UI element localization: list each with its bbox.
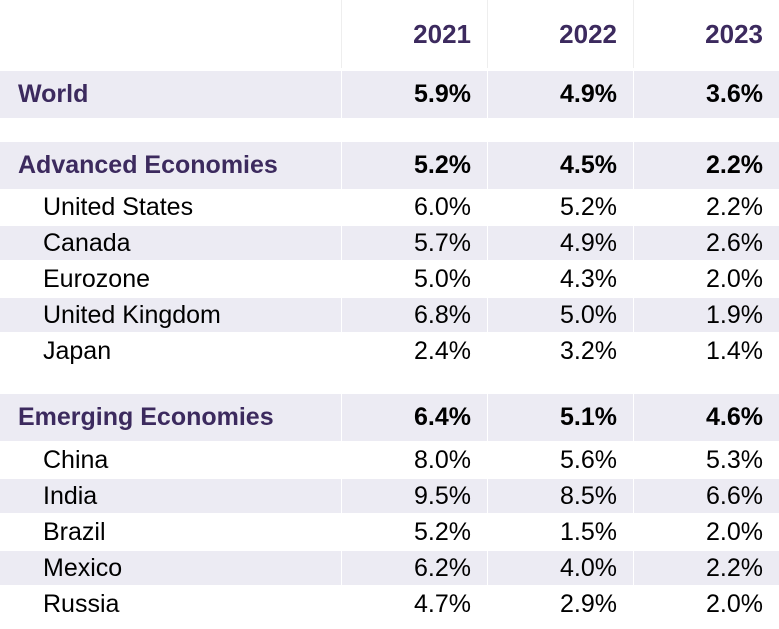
- cell-value-2021: 5.0%: [414, 264, 471, 293]
- column-header-2022: 2022: [559, 18, 617, 49]
- cell-value-2023: 2.0%: [706, 589, 763, 618]
- cell-value-2022: 5.6%: [560, 445, 617, 474]
- table-row-united-kingdom: United Kingdom 6.8% 5.0% 1.9%: [0, 298, 779, 332]
- column-header-2021: 2021: [413, 18, 471, 49]
- row-label: India: [43, 481, 98, 510]
- cell-value-2023: 2.6%: [706, 228, 763, 257]
- cell-value-2021: 2.4%: [414, 336, 471, 365]
- cell-value-2021: 5.7%: [414, 228, 471, 257]
- row-label: Canada: [43, 228, 131, 257]
- table-row-mexico: Mexico 6.2% 4.0% 2.2%: [0, 551, 779, 585]
- cell-value-2022: 4.0%: [560, 553, 617, 582]
- column-header-2023: 2023: [705, 18, 763, 49]
- cell-value-2023: 1.4%: [706, 336, 763, 365]
- row-label: Russia: [43, 589, 120, 618]
- table-row-india: India 9.5% 8.5% 6.6%: [0, 479, 779, 513]
- cell-value-2022: 8.5%: [560, 481, 617, 510]
- cell-value-2022: 5.0%: [560, 300, 617, 329]
- row-label: Advanced Economies: [18, 151, 278, 179]
- cell-value-2021: 5.2%: [414, 517, 471, 546]
- cell-value-2023: 6.6%: [706, 481, 763, 510]
- cell-value-2023: 1.9%: [706, 300, 763, 329]
- cell-value-2021: 5.9%: [414, 80, 471, 108]
- table-row-advanced-economies: Advanced Economies 5.2% 4.5% 2.2%: [0, 142, 779, 189]
- table-row-canada: Canada 5.7% 4.9% 2.6%: [0, 226, 779, 260]
- row-label: China: [43, 445, 109, 474]
- cell-value-2022: 2.9%: [560, 589, 617, 618]
- cell-value-2022: 5.1%: [560, 403, 617, 431]
- cell-value-2022: 1.5%: [560, 517, 617, 546]
- cell-value-2021: 8.0%: [414, 445, 471, 474]
- table-row-japan: Japan 2.4% 3.2% 1.4%: [0, 334, 779, 368]
- cell-value-2022: 4.5%: [560, 151, 617, 179]
- cell-value-2023: 3.6%: [706, 80, 763, 108]
- table-row-world: World 5.9% 4.9% 3.6%: [0, 71, 779, 118]
- cell-value-2023: 2.0%: [706, 517, 763, 546]
- cell-value-2023: 2.2%: [706, 553, 763, 582]
- cell-value-2021: 6.4%: [414, 403, 471, 431]
- row-label: Eurozone: [43, 264, 151, 293]
- cell-value-2021: 6.2%: [414, 553, 471, 582]
- row-label: United Kingdom: [43, 300, 221, 329]
- table-row-united-states: United States 6.0% 5.2% 2.2%: [0, 190, 779, 224]
- row-label: World: [18, 80, 89, 108]
- table-header-row: 2021 2022 2023: [0, 0, 779, 68]
- cell-value-2022: 4.9%: [560, 80, 617, 108]
- cell-value-2023: 2.0%: [706, 264, 763, 293]
- table-row-russia: Russia 4.7% 2.9% 2.0%: [0, 587, 779, 621]
- row-label: Brazil: [43, 517, 106, 546]
- cell-value-2023: 5.3%: [706, 445, 763, 474]
- cell-value-2023: 2.2%: [706, 151, 763, 179]
- cell-value-2022: 4.9%: [560, 228, 617, 257]
- cell-value-2021: 6.8%: [414, 300, 471, 329]
- cell-value-2023: 2.2%: [706, 192, 763, 221]
- cell-value-2021: 6.0%: [414, 192, 471, 221]
- table-row-brazil: Brazil 5.2% 1.5% 2.0%: [0, 515, 779, 549]
- row-label: United States: [43, 192, 194, 221]
- cell-value-2022: 5.2%: [560, 192, 617, 221]
- cell-value-2022: 4.3%: [560, 264, 617, 293]
- cell-value-2022: 3.2%: [560, 336, 617, 365]
- row-label: Mexico: [43, 553, 123, 582]
- table-row-eurozone: Eurozone 5.0% 4.3% 2.0%: [0, 262, 779, 296]
- row-label: Japan: [43, 336, 112, 365]
- row-label: Emerging Economies: [18, 403, 274, 431]
- cell-value-2021: 5.2%: [414, 151, 471, 179]
- table-row-emerging-economies: Emerging Economies 6.4% 5.1% 4.6%: [0, 394, 779, 441]
- cell-value-2023: 4.6%: [706, 403, 763, 431]
- table-row-china: China 8.0% 5.6% 5.3%: [0, 443, 779, 477]
- cell-value-2021: 4.7%: [414, 589, 471, 618]
- cell-value-2021: 9.5%: [414, 481, 471, 510]
